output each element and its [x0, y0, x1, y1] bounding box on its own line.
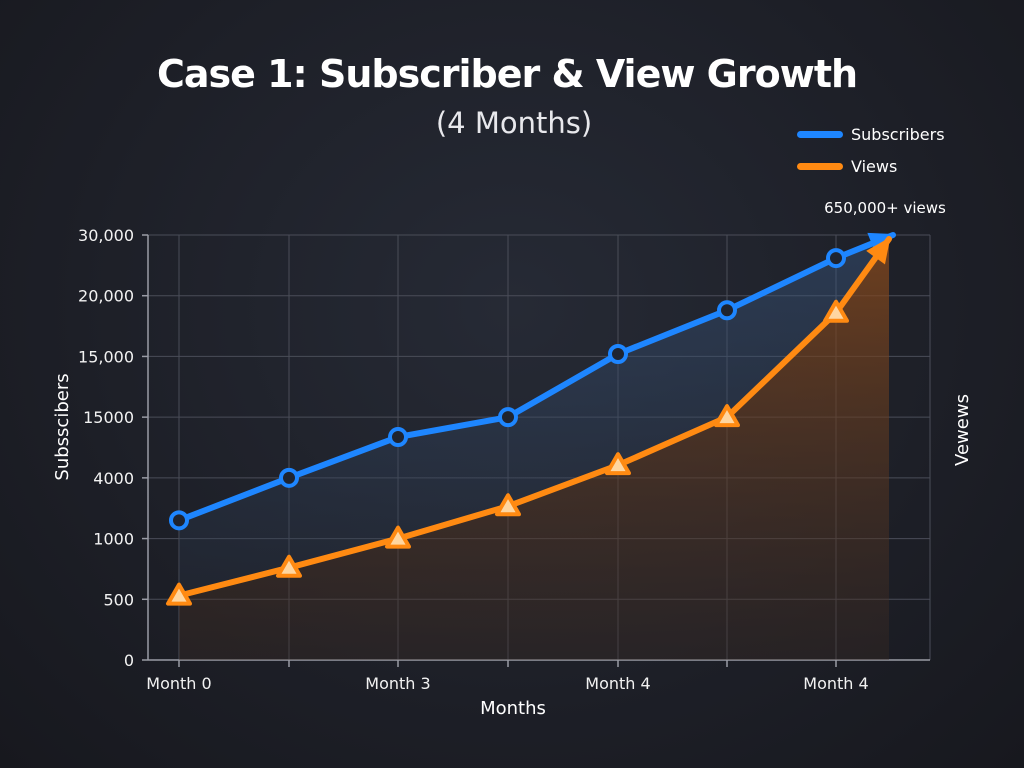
point-views	[276, 554, 302, 578]
legend-swatch-subscribers	[797, 130, 843, 138]
y-tick-label: 20,000	[78, 287, 134, 306]
annotation-views: 650,000+ views	[824, 199, 946, 217]
area-subscribers	[179, 235, 893, 596]
legend-swatch-views	[797, 162, 843, 170]
point-views	[495, 493, 521, 517]
line-views	[176, 236, 892, 599]
x-tick-label: Month 3	[365, 674, 430, 693]
x-tick-label: Month 4	[803, 674, 868, 693]
chart-title: Case 1: Subscriber & View Growth	[156, 52, 858, 96]
point-subscribers	[717, 300, 737, 321]
chart-subtitle: (4 Months)	[435, 106, 593, 140]
point-subscribers	[608, 344, 628, 364]
legend-item-subscribers: Subscribers	[797, 118, 945, 150]
area-views	[179, 239, 889, 660]
y-axis-right-title: Vewews	[952, 394, 973, 466]
point-views	[385, 525, 411, 549]
legend-label-views: Views	[851, 156, 898, 176]
y-tick-label: 30,000	[78, 226, 134, 245]
point-views	[605, 452, 631, 476]
x-axis-title: Months	[480, 698, 546, 719]
y-tick-label: 4000	[93, 469, 134, 488]
arrowhead-views	[866, 237, 891, 265]
y-tick-label: 500	[103, 590, 134, 609]
line-subscribers	[176, 232, 896, 524]
y-axis-title: Subsscibers	[52, 373, 73, 480]
legend-label-subscribers: Subscribers	[851, 124, 945, 144]
plot-area: 0 500 1000 4000 15000 15,000 20,000 30,000 Month…	[78, 226, 931, 693]
x-tick-label: Month 4	[585, 674, 650, 693]
y-tick-label: 15000	[83, 408, 134, 427]
point-views	[166, 582, 192, 606]
legend-item-views: Views	[797, 150, 945, 182]
point-subscribers	[388, 427, 408, 448]
point-views	[714, 404, 740, 428]
y-tick-label: 15,000	[78, 347, 134, 366]
point-subscribers	[498, 407, 518, 428]
legend: Subscribers Views	[797, 118, 945, 182]
point-views	[823, 299, 849, 323]
y-tick-label: 0	[124, 651, 134, 670]
point-subscribers	[279, 467, 299, 488]
x-tick-label: Month 0	[146, 674, 211, 693]
point-subscribers	[169, 510, 189, 531]
point-subscribers	[826, 248, 846, 269]
y-tick-label: 1000	[93, 530, 134, 549]
